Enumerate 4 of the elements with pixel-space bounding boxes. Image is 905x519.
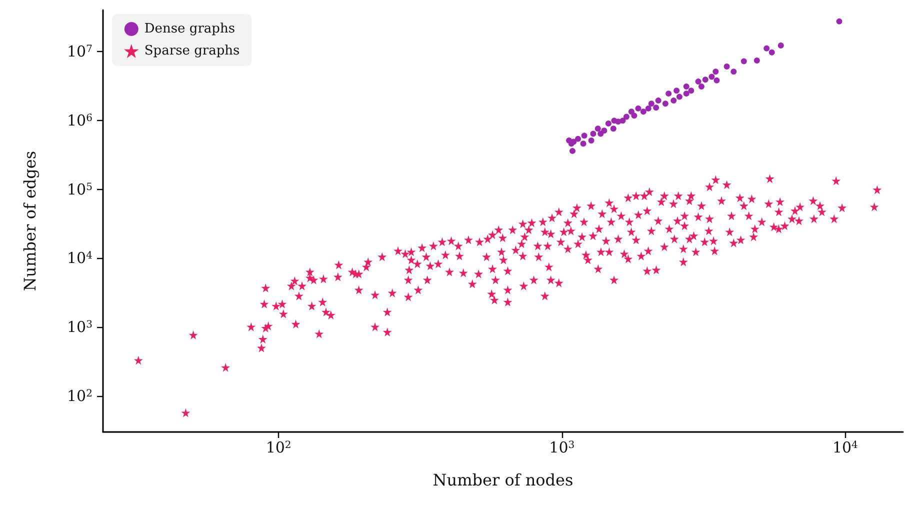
legend-label: Sparse graphs bbox=[144, 44, 240, 58]
y-axis-title: Number of edges bbox=[20, 150, 40, 292]
x-axis-title: Number of nodes bbox=[432, 470, 574, 490]
legend-label: Dense graphs bbox=[144, 22, 236, 36]
